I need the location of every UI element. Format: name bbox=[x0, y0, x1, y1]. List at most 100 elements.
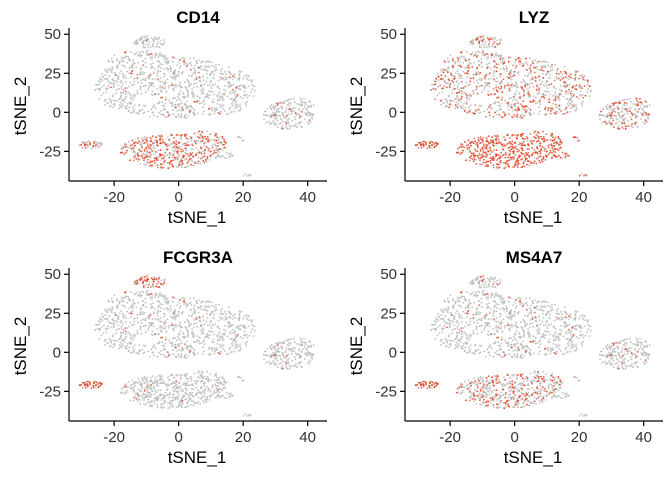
cell-point bbox=[622, 104, 625, 106]
cell-point bbox=[166, 307, 168, 309]
cell-point bbox=[634, 113, 637, 116]
cell-point bbox=[637, 101, 640, 103]
cell-point bbox=[229, 90, 232, 93]
cell-point bbox=[479, 159, 481, 162]
cell-point bbox=[539, 155, 542, 158]
cell-point bbox=[241, 97, 244, 100]
cell-point bbox=[181, 342, 184, 344]
cell-point bbox=[131, 384, 134, 386]
cell-point bbox=[221, 337, 224, 339]
cell-point bbox=[117, 324, 120, 327]
cell-point bbox=[178, 163, 181, 166]
cell-point bbox=[182, 296, 184, 299]
cell-point bbox=[187, 93, 190, 96]
cell-point bbox=[116, 81, 119, 83]
cell-point bbox=[132, 159, 135, 162]
cell-point bbox=[228, 155, 231, 158]
cell-point bbox=[453, 88, 456, 90]
cell-point bbox=[469, 149, 471, 152]
cell-point bbox=[520, 81, 522, 84]
cell-point bbox=[524, 108, 526, 111]
cell-point bbox=[216, 145, 219, 148]
cell-point bbox=[531, 77, 534, 80]
cell-point bbox=[611, 124, 614, 127]
cell-point bbox=[489, 147, 492, 150]
cell-point bbox=[556, 106, 559, 108]
cell-point bbox=[287, 121, 290, 123]
cell-point bbox=[196, 85, 199, 88]
cell-point bbox=[173, 75, 176, 77]
cell-point bbox=[469, 52, 472, 55]
cell-point bbox=[302, 108, 304, 110]
cell-point bbox=[460, 66, 463, 68]
cell-point bbox=[151, 94, 154, 96]
cell-point bbox=[149, 148, 152, 150]
cell-point bbox=[193, 83, 196, 85]
cell-point bbox=[221, 77, 224, 80]
cell-point bbox=[120, 342, 123, 345]
cell-point bbox=[585, 174, 588, 176]
cell-point bbox=[223, 386, 226, 389]
cell-point bbox=[492, 166, 495, 169]
cell-point bbox=[493, 37, 496, 40]
cell-point bbox=[172, 84, 175, 86]
cell-point bbox=[463, 57, 466, 60]
cell-point bbox=[192, 96, 195, 98]
cell-point bbox=[161, 344, 164, 347]
cell-point bbox=[486, 84, 488, 87]
cell-point bbox=[216, 148, 219, 151]
cell-point bbox=[211, 64, 214, 67]
cell-point bbox=[536, 147, 539, 150]
cell-point bbox=[136, 39, 139, 42]
cell-point bbox=[461, 55, 463, 58]
cell-point bbox=[479, 141, 482, 144]
cell-point bbox=[196, 306, 199, 309]
cell-point bbox=[214, 374, 217, 377]
cell-point bbox=[174, 84, 176, 87]
cell-point bbox=[521, 149, 524, 152]
cell-point bbox=[244, 94, 247, 97]
cell-point bbox=[587, 88, 589, 90]
cell-point bbox=[573, 104, 575, 107]
cell-point bbox=[199, 306, 202, 309]
cell-point bbox=[120, 152, 123, 154]
cell-point bbox=[207, 324, 209, 326]
cell-point bbox=[513, 147, 515, 149]
cell-point bbox=[115, 92, 118, 95]
cell-point bbox=[190, 323, 193, 326]
cell-point bbox=[465, 159, 467, 162]
cell-point bbox=[454, 97, 457, 100]
cell-point bbox=[136, 77, 139, 79]
cell-point bbox=[538, 87, 540, 90]
cell-point bbox=[189, 61, 192, 64]
cell-point bbox=[172, 405, 174, 408]
cell-point bbox=[207, 84, 209, 86]
cell-point bbox=[485, 115, 487, 118]
cell-point bbox=[532, 85, 535, 88]
cell-point bbox=[157, 78, 159, 80]
cell-point bbox=[188, 138, 191, 140]
cell-point bbox=[519, 133, 522, 136]
cell-point bbox=[147, 350, 150, 353]
cell-point bbox=[215, 64, 217, 66]
cell-point bbox=[120, 91, 123, 94]
cell-point bbox=[206, 135, 209, 138]
cell-point bbox=[218, 136, 221, 139]
cell-point bbox=[488, 82, 491, 85]
cell-point bbox=[288, 108, 291, 111]
cell-point bbox=[476, 79, 478, 82]
cell-point bbox=[95, 323, 97, 326]
cell-point bbox=[273, 107, 276, 109]
cell-point bbox=[173, 141, 175, 144]
cell-point bbox=[192, 94, 195, 97]
cell-point bbox=[191, 313, 194, 316]
cell-point bbox=[526, 92, 529, 94]
cell-point bbox=[235, 96, 237, 99]
cell-point bbox=[104, 317, 107, 320]
cell-point bbox=[142, 291, 145, 294]
cell-point bbox=[139, 291, 142, 293]
cell-point bbox=[554, 151, 557, 154]
cell-point bbox=[554, 136, 557, 139]
cell-point bbox=[525, 135, 528, 138]
cell-point bbox=[560, 110, 562, 112]
